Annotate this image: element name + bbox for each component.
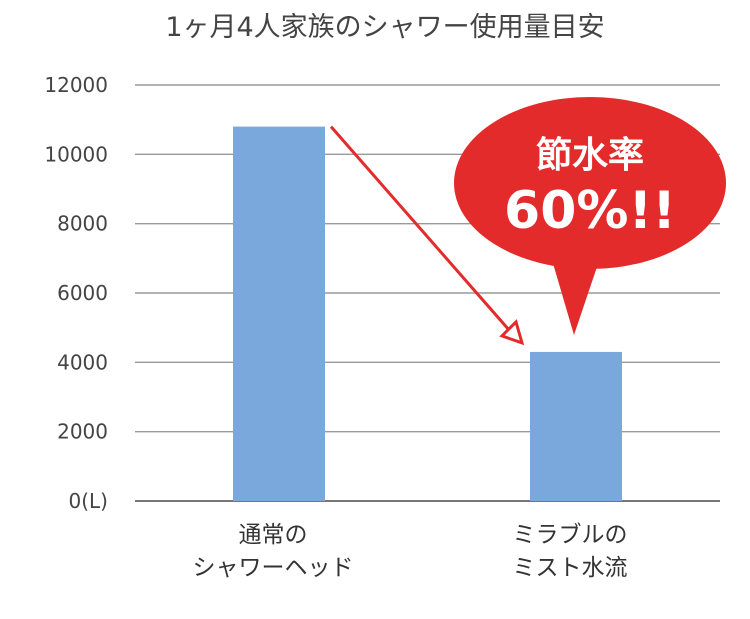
x-axis-categories: 通常のシャワーヘッド ミラブルのミスト水流 (193, 522, 628, 581)
bubble-line1: 節水率 (536, 135, 644, 176)
x-category-label-line: ミスト水流 (513, 555, 628, 581)
y-tick-label: 12000 (44, 73, 108, 97)
gridlines (135, 84, 720, 502)
bubble-tail (552, 258, 600, 335)
x-category-label: 通常のシャワーヘッド (193, 522, 354, 581)
arrow-line (329, 125, 518, 339)
y-tick-label: 0(L) (69, 489, 108, 513)
y-tick-label: 2000 (57, 420, 108, 444)
bar (233, 126, 325, 501)
savings-bubble: 節水率 60%!! (454, 97, 726, 335)
y-tick-label: 6000 (57, 281, 108, 305)
y-tick-label: 10000 (44, 142, 108, 166)
bubble-line2: 60%!! (504, 181, 676, 241)
reduction-arrow (329, 125, 525, 346)
x-category-label-line: 通常の (239, 522, 308, 548)
bubble-body (454, 97, 726, 269)
y-tick-label: 8000 (57, 212, 108, 236)
bar (530, 351, 622, 501)
chart-title: 1ヶ月4人家族のシャワー使用量目安 (165, 12, 604, 43)
arrow-head (499, 319, 525, 346)
y-tick-label: 4000 (57, 350, 108, 374)
x-category-label: ミラブルのミスト水流 (513, 522, 628, 581)
x-category-label-line: シャワーヘッド (193, 555, 354, 581)
y-axis-ticks: 0(L) 2000 4000 6000 8000 10000 12000 (44, 73, 108, 513)
x-category-label-line: ミラブルの (513, 522, 628, 548)
bars (233, 126, 622, 501)
